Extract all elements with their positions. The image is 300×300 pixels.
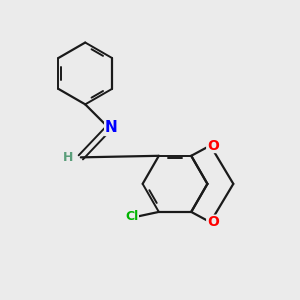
Text: N: N — [105, 120, 118, 135]
Text: O: O — [207, 215, 219, 229]
Text: O: O — [207, 139, 219, 152]
Text: Cl: Cl — [125, 210, 138, 223]
Text: H: H — [63, 151, 74, 164]
